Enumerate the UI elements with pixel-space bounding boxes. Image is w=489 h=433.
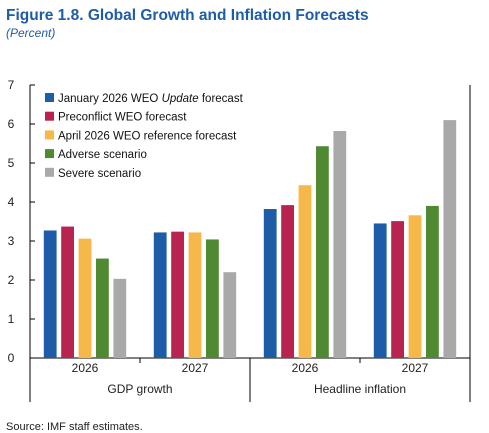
bar — [281, 205, 294, 358]
y-tick-label: 1 — [8, 312, 15, 326]
bar — [223, 272, 237, 358]
legend-swatch — [45, 111, 54, 121]
y-tick-label: 6 — [8, 117, 15, 131]
legend-swatch — [45, 167, 54, 177]
bar — [373, 223, 387, 358]
bar — [443, 120, 457, 358]
legend-label: Adverse scenario — [58, 149, 147, 161]
bar — [78, 238, 92, 358]
y-tick-label: 5 — [8, 156, 15, 170]
group-label: Headline inflation — [314, 382, 406, 396]
figure-title: Figure 1.8. Global Growth and Inflation … — [6, 7, 369, 24]
bar — [426, 205, 439, 358]
bar — [391, 221, 404, 358]
bar — [408, 215, 422, 358]
bar — [171, 231, 184, 358]
legend-label: April 2026 WEO reference forecast — [58, 130, 237, 142]
x-tick-label: 2027 — [182, 361, 209, 375]
x-tick-label: 2026 — [292, 361, 319, 375]
bar — [206, 239, 219, 358]
y-tick-label: 7 — [8, 78, 15, 92]
bar — [113, 278, 127, 358]
bar — [61, 226, 74, 358]
bar — [263, 209, 277, 358]
y-tick-label: 3 — [8, 234, 15, 248]
source-note: Source: IMF staff estimates. — [6, 421, 143, 433]
x-tick-label: 2026 — [72, 361, 99, 375]
legend-swatch — [45, 130, 54, 140]
bar — [153, 232, 167, 358]
y-tick-label: 4 — [8, 195, 15, 209]
legend-swatch — [45, 93, 54, 102]
figure-subtitle: (Percent) — [6, 26, 56, 40]
bar — [333, 131, 347, 358]
legend-label: Severe scenario — [58, 168, 141, 180]
bar — [96, 258, 109, 358]
y-tick-label: 0 — [8, 351, 15, 365]
bar — [188, 232, 202, 358]
y-tick-label: 2 — [8, 273, 15, 287]
group-label: GDP growth — [107, 382, 172, 396]
bar — [316, 146, 329, 358]
x-tick-label: 2027 — [402, 361, 429, 375]
bar — [43, 230, 57, 358]
bar — [298, 185, 312, 358]
legend-label: January 2026 WEO Update forecast — [58, 93, 244, 105]
legend-swatch — [45, 149, 54, 159]
legend-label: Preconflict WEO forecast — [58, 112, 187, 124]
